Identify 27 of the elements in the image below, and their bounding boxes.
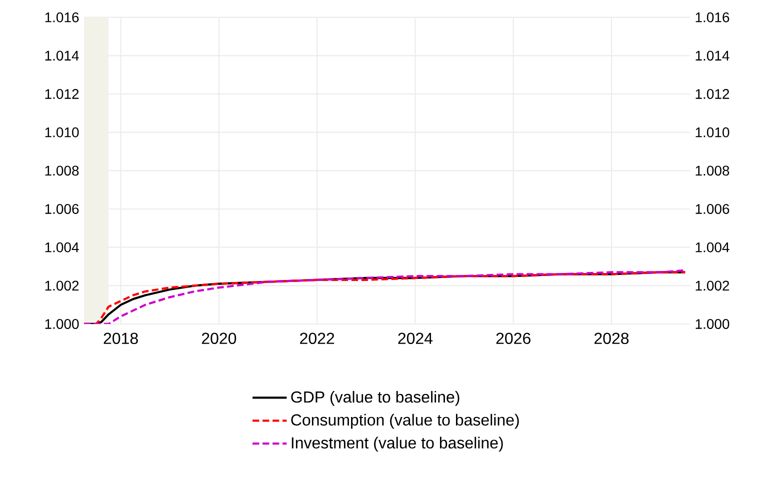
- y2-tick-label: 1.002: [696, 280, 730, 291]
- x-tick-label: 2028: [594, 332, 629, 344]
- x-tick-label: 2024: [398, 332, 433, 344]
- x-tick-label: 2026: [496, 332, 530, 344]
- y-tick-label: 1.014: [45, 50, 79, 61]
- y-tick-label: 1.006: [45, 204, 79, 214]
- y-tick-label: 1.012: [45, 89, 79, 99]
- y2-tick-label: 1.016: [696, 12, 730, 22]
- y-tick-label: 1.010: [45, 127, 79, 138]
- x-tick-label: 2020: [202, 332, 236, 344]
- y2-tick-label: 1.010: [696, 127, 730, 138]
- legend-label: Investment (value to baseline): [292, 436, 503, 452]
- x-tick-label: 2022: [300, 332, 334, 344]
- y2-tick-label: 1.008: [696, 166, 730, 176]
- y2-tick-label: 1.012: [696, 89, 730, 99]
- y2-tick-label: 1.014: [696, 50, 730, 61]
- legend-label: Consumption (value to baseline): [291, 414, 519, 429]
- y-tick-label: 1.008: [45, 166, 79, 176]
- y-tick-label: 1.004: [45, 242, 79, 252]
- y-tick-label: 1.002: [45, 280, 79, 291]
- y2-tick-label: 1.000: [696, 319, 730, 329]
- legend-label: GDP (value to baseline): [291, 390, 460, 406]
- y2-tick-label: 1.006: [696, 204, 730, 214]
- y-tick-label: 1.000: [45, 319, 79, 329]
- x-tick-label: 2018: [104, 332, 138, 344]
- y-tick-label: 1.016: [45, 12, 79, 22]
- y2-tick-label: 1.004: [696, 242, 730, 252]
